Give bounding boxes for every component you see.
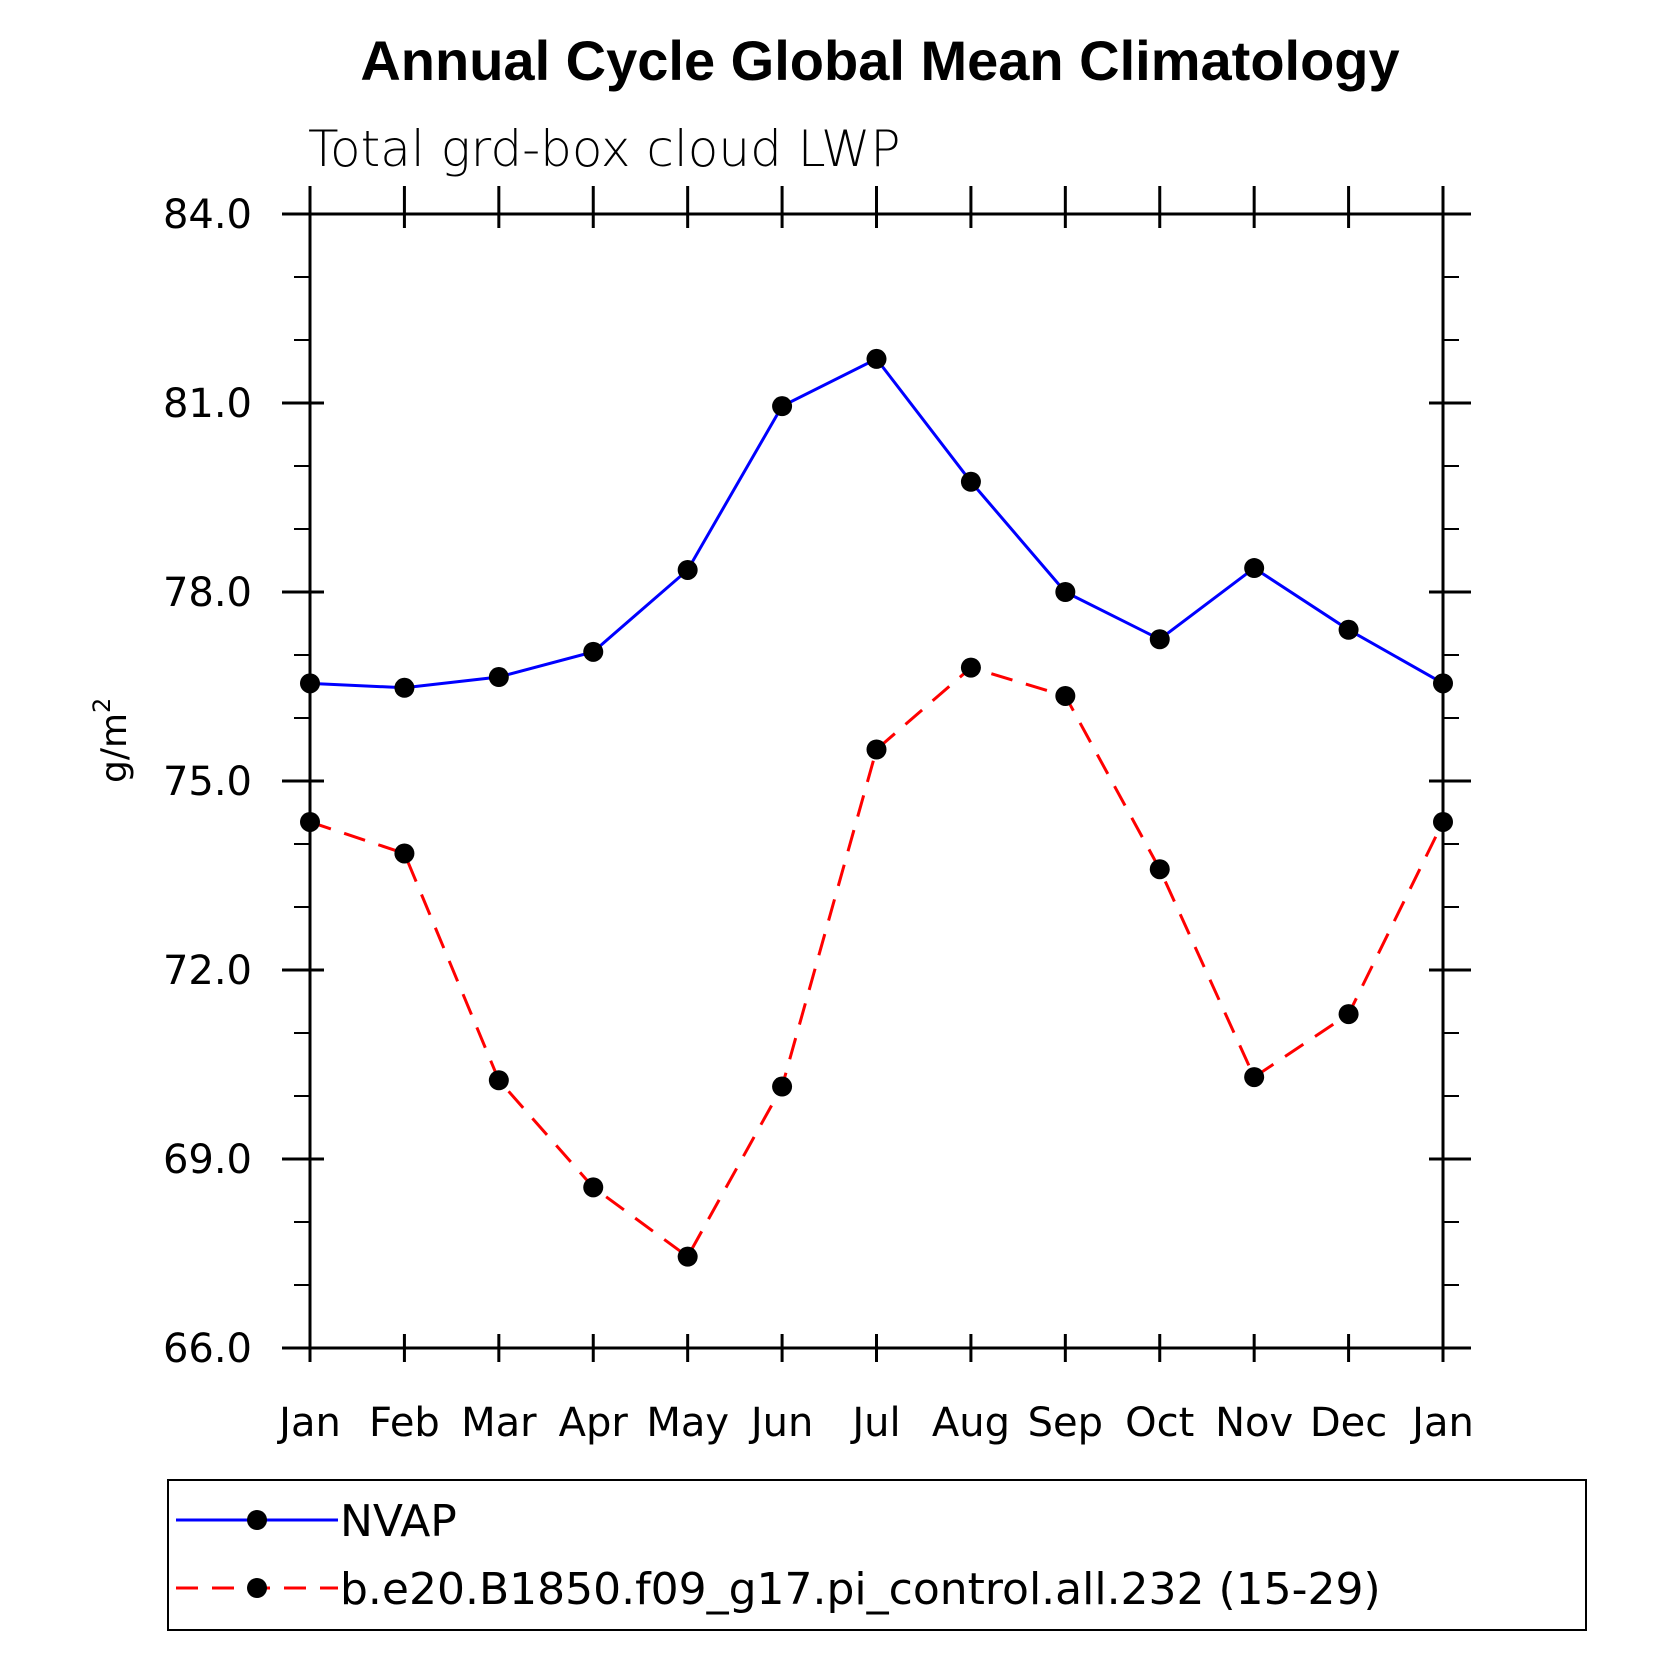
- chart-subtitle: Total grd-box cloud LWP: [308, 120, 901, 178]
- plot-frame: [308, 212, 1445, 1350]
- x-tick-label: Mar: [461, 1400, 537, 1446]
- y-axis-label-text: g/m: [94, 713, 135, 783]
- x-tick-label: May: [646, 1400, 729, 1446]
- x-tick-label: Jun: [748, 1400, 814, 1446]
- x-tick-label: Dec: [1310, 1400, 1387, 1446]
- series-lines: [309, 357, 1445, 1259]
- data-point: [1149, 629, 1170, 650]
- x-tick-label: Jul: [849, 1400, 900, 1446]
- data-point: [1055, 685, 1076, 706]
- data-point: [960, 471, 981, 492]
- data-point: [772, 396, 793, 417]
- data-point: [1338, 1004, 1359, 1025]
- data-point: [583, 1177, 604, 1198]
- data-point: [677, 1246, 698, 1267]
- data-point: [394, 843, 415, 864]
- x-tick-label: Jan: [1409, 1400, 1474, 1446]
- x-tick-label: Jan: [276, 1400, 341, 1446]
- data-point: [394, 677, 415, 698]
- x-tick-label: Apr: [559, 1400, 629, 1446]
- data-point: [1338, 619, 1359, 640]
- data-point: [1149, 859, 1170, 880]
- data-point: [960, 657, 981, 678]
- x-tick-label: Sep: [1028, 1400, 1103, 1446]
- data-point: [772, 1076, 793, 1097]
- chart-title: Annual Cycle Global Mean Climatology: [360, 29, 1399, 92]
- legend-marker: [247, 1578, 267, 1598]
- y-tick-label: 66.0: [163, 1326, 252, 1372]
- series-line-0: [309, 357, 1444, 690]
- y-axis-label: g/m2: [88, 698, 135, 783]
- x-tick-label: Aug: [932, 1400, 1010, 1446]
- data-point: [488, 667, 509, 688]
- axis-tick-labels: Jan Feb Mar Apr May Jun Jul Aug Sep Oct Nov Dec Jan 6…: [163, 192, 1474, 1446]
- series-markers: [300, 348, 1453, 1267]
- data-point: [866, 348, 887, 369]
- svg-text:g/m2: g/m2: [88, 698, 135, 783]
- legend-marker: [247, 1510, 267, 1530]
- data-point: [866, 739, 887, 760]
- y-tick-label: 69.0: [163, 1137, 252, 1183]
- data-point: [1244, 1067, 1265, 1088]
- y-tick-label: 81.0: [163, 381, 252, 427]
- data-point: [1244, 558, 1265, 579]
- legend-box: [167, 1479, 1587, 1631]
- data-point: [1055, 582, 1076, 602]
- y-tick-label: 78.0: [163, 570, 252, 616]
- x-tick-label: Nov: [1215, 1400, 1293, 1446]
- y-tick-label: 72.0: [163, 948, 252, 994]
- legend-label: b.e20.B1850.f09_g17.pi_control.all.232 (…: [340, 1564, 1381, 1615]
- legend-label: NVAP: [340, 1496, 457, 1547]
- y-tick-label: 84.0: [163, 192, 252, 238]
- data-point: [583, 641, 604, 662]
- legend: NVAP b.e20.B1850.f09_g17.pi_control.all.2…: [167, 1479, 1587, 1631]
- data-point: [677, 559, 698, 580]
- x-tick-label: Feb: [369, 1400, 440, 1446]
- x-tick-label: Oct: [1125, 1400, 1194, 1446]
- data-point: [488, 1070, 509, 1091]
- y-tick-label: 75.0: [163, 759, 252, 805]
- y-axis-label-superscript: 2: [88, 698, 116, 713]
